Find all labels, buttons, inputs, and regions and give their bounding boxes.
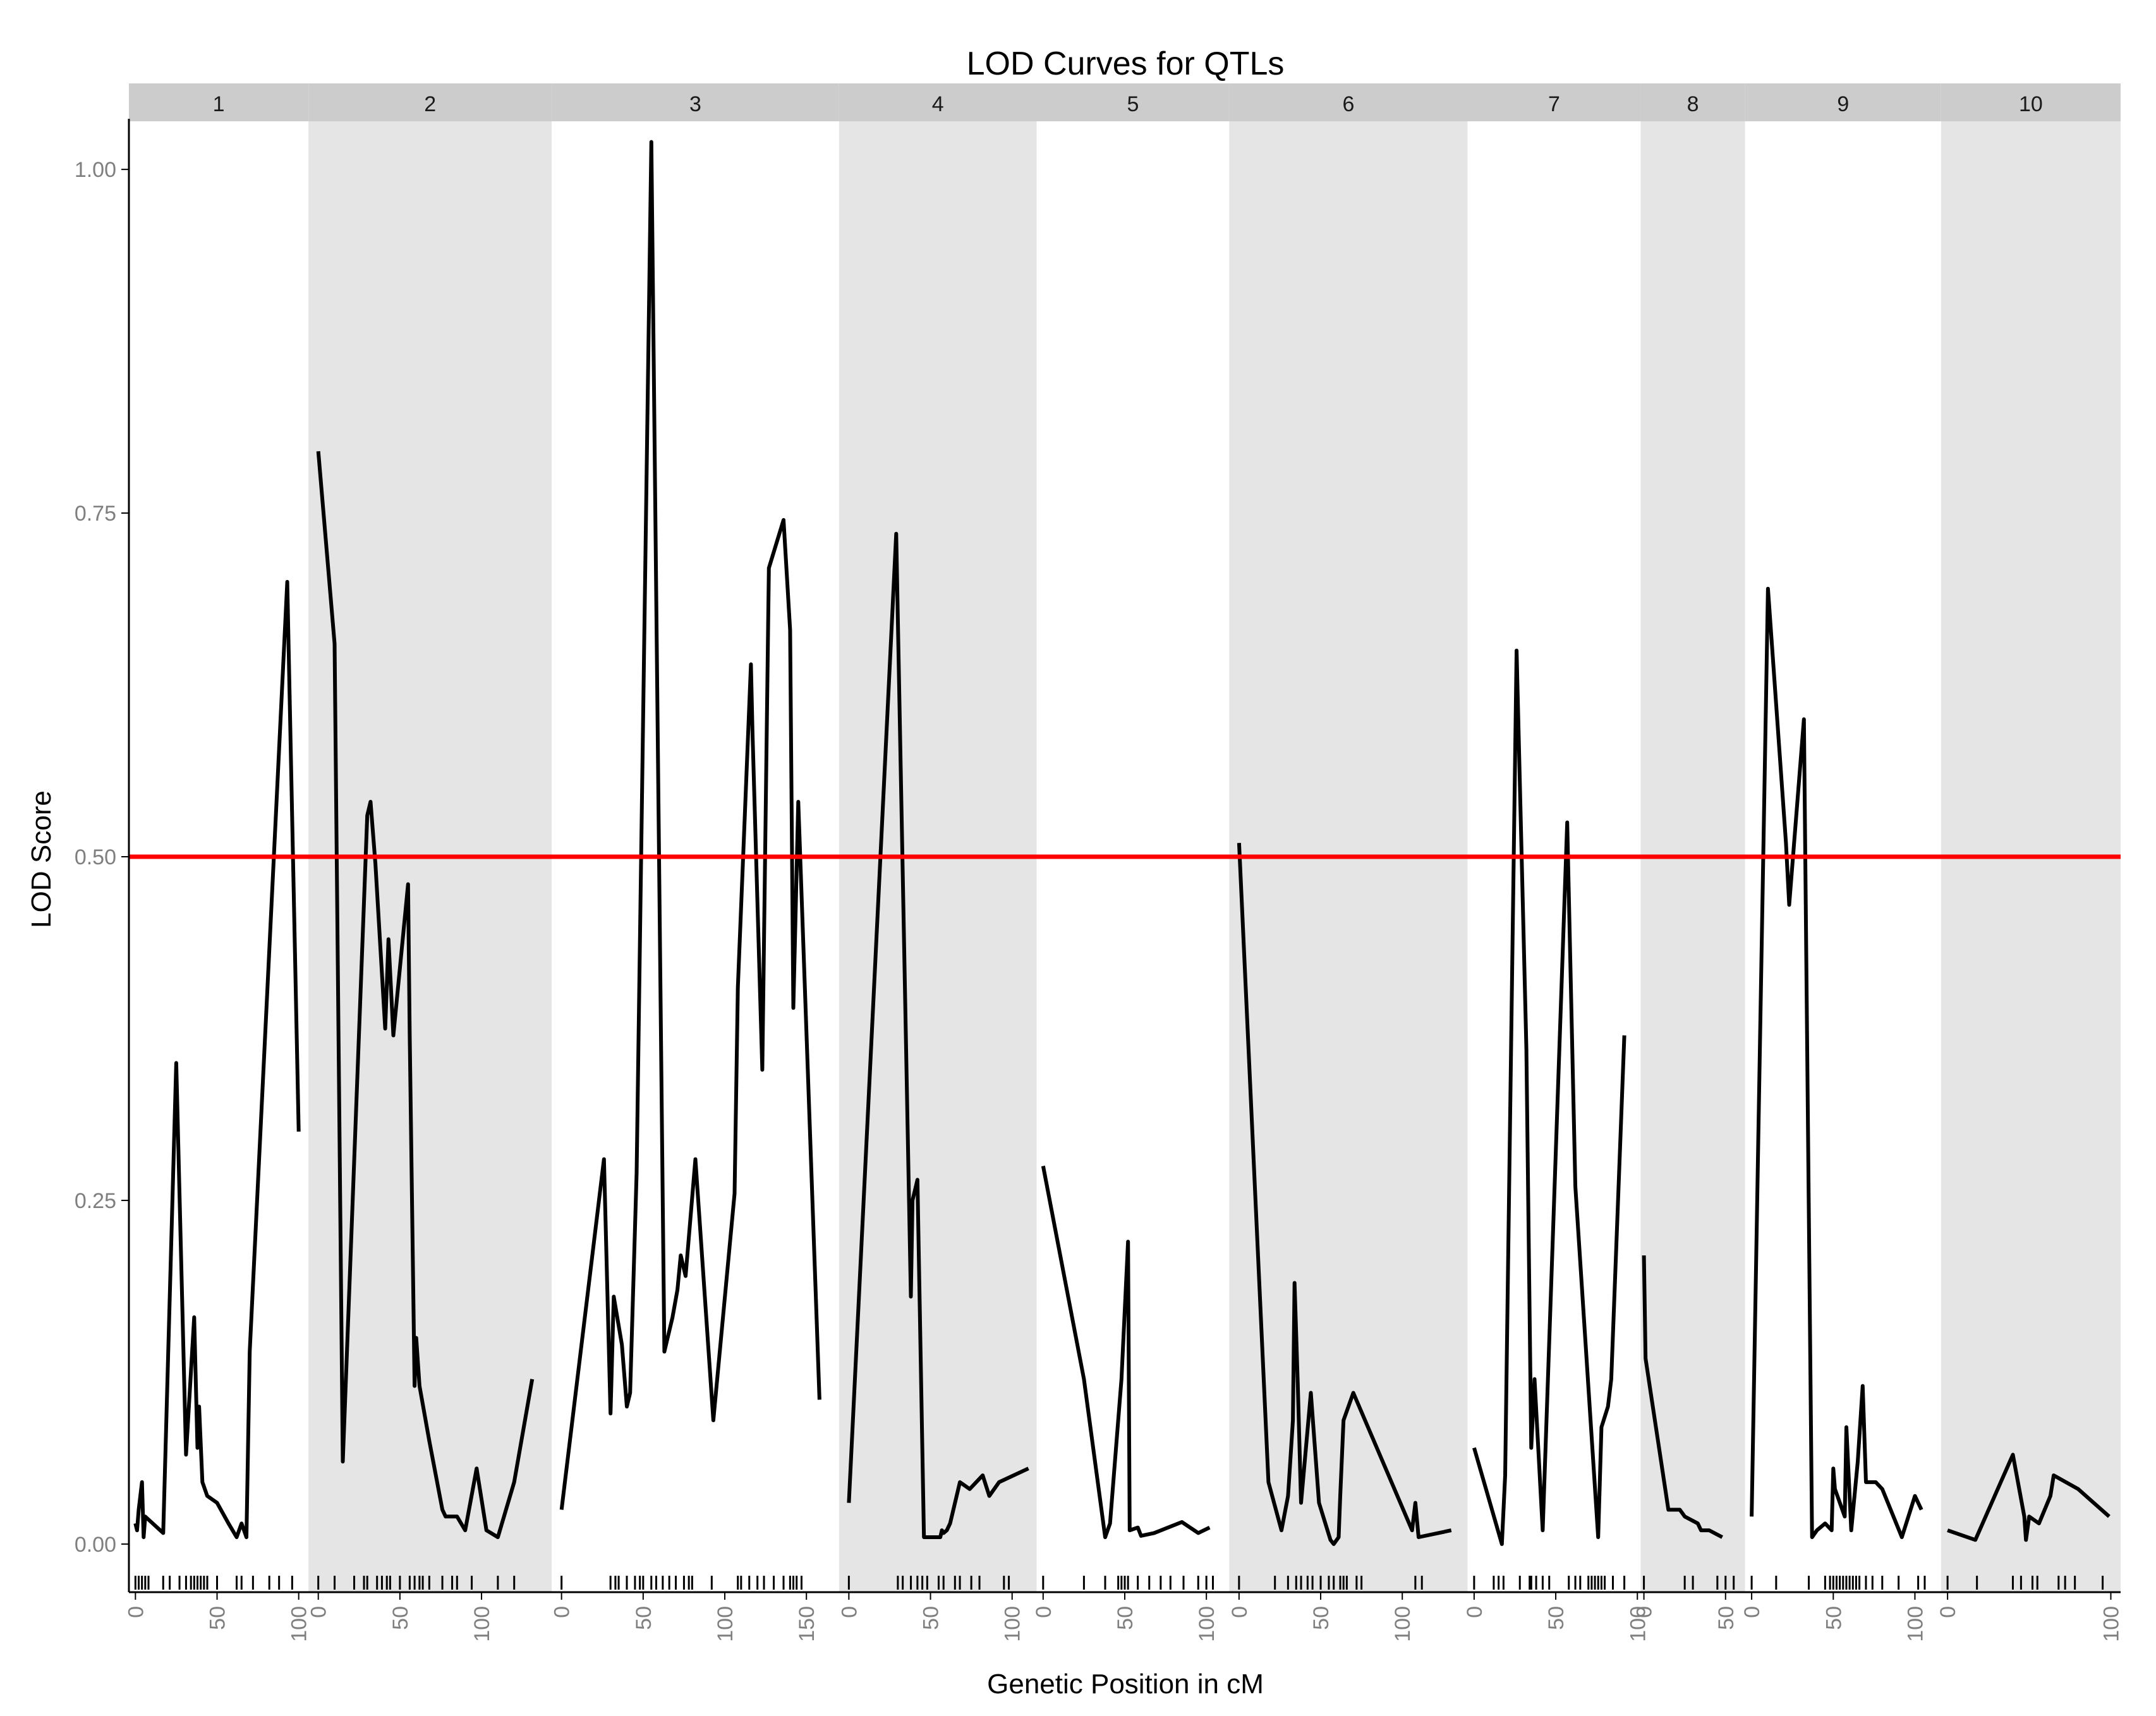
strip-label-chr5: 5 (1127, 92, 1139, 116)
x-tick-label-chr10-0: 0 (1936, 1606, 1960, 1618)
x-tick-label-chr3-0: 0 (550, 1606, 574, 1618)
x-tick-label-chr5-50: 50 (1113, 1606, 1137, 1630)
x-tick-label-chr3-50: 50 (632, 1606, 656, 1630)
chart-title: LOD Curves for QTLs (967, 45, 1285, 82)
x-tick-label-chr7-0: 0 (1463, 1606, 1487, 1618)
y-axis-title: LOD Score (26, 790, 57, 928)
strip-label-chr4: 4 (932, 92, 944, 116)
lod-curve-chr4 (847, 531, 1029, 1539)
x-tick-label-chr2-0: 0 (307, 1606, 331, 1618)
x-tick-label-chr10-100: 100 (2099, 1606, 2123, 1642)
strip-label-chr6: 6 (1342, 92, 1354, 116)
strip-chr2 (308, 83, 552, 121)
strip-chr10 (1941, 83, 2121, 121)
strip-chr1 (129, 83, 309, 121)
x-tick-label-chr5-100: 100 (1195, 1606, 1219, 1642)
lod-curve-chr9 (1750, 586, 1923, 1539)
lod-curve-chr3 (559, 140, 821, 1510)
marker-rug-layer (134, 1576, 2104, 1590)
x-axis-title: Genetic Position in cM (987, 1669, 1264, 1700)
x-tick-label-chr8-0: 0 (1633, 1606, 1657, 1618)
x-tick-label-chr8-50: 50 (1714, 1606, 1738, 1630)
strip-label-chr9: 9 (1837, 92, 1849, 116)
y-tick-label-3: 0.75 (75, 502, 116, 526)
x-tick-label-chr4-100: 100 (1001, 1606, 1025, 1642)
y-tick-label-2: 0.50 (75, 845, 116, 869)
strip-chr5 (1036, 83, 1230, 121)
x-tick-label-chr9-0: 0 (1740, 1606, 1764, 1618)
lod-curve-chr7 (1472, 648, 1626, 1546)
x-tick-label-chr2-100: 100 (470, 1606, 494, 1642)
lod-curve-chr5 (1041, 1165, 1211, 1539)
strip-chr6 (1229, 83, 1468, 121)
x-tick-label-chr7-100: 100 (1626, 1606, 1650, 1642)
strip-label-chr2: 2 (424, 92, 436, 116)
strip-chr8 (1640, 83, 1745, 121)
strip-label-chr3: 3 (689, 92, 701, 116)
x-tick-label-chr6-0: 0 (1228, 1606, 1252, 1618)
x-tick-label-chr7-50: 50 (1544, 1606, 1568, 1630)
strip-label-chr10: 10 (2019, 92, 2043, 116)
x-tick-label-chr1-0: 0 (124, 1606, 148, 1618)
strip-label-chr1: 1 (213, 92, 225, 116)
x-tick-label-chr4-50: 50 (919, 1606, 943, 1630)
strip-chr3 (552, 83, 839, 121)
y-tick-label-0: 0.00 (75, 1533, 116, 1557)
strip-chr4 (839, 83, 1037, 121)
x-tick-label-chr9-100: 100 (1903, 1606, 1927, 1642)
x-tick-label-chr2-50: 50 (389, 1606, 413, 1630)
y-tick-label-1: 0.25 (75, 1189, 116, 1213)
lod-curve-chr6 (1237, 843, 1452, 1546)
x-tick-label-chr3-150: 150 (795, 1606, 819, 1642)
x-tick-label-chr1-100: 100 (288, 1606, 312, 1642)
strip-label-chr8: 8 (1687, 92, 1699, 116)
y-tick-label-4: 1.00 (75, 158, 116, 182)
lod-curve-chr1 (133, 579, 301, 1539)
x-tick-label-chr9-50: 50 (1822, 1606, 1846, 1630)
lod-curve-chr10 (1947, 1453, 2111, 1542)
x-tick-label-chr4-0: 0 (837, 1606, 861, 1618)
strip-chr9 (1745, 83, 1941, 121)
strip-chr7 (1467, 83, 1641, 121)
lod-curve-chr8 (1642, 1255, 1723, 1539)
x-tick-label-chr5-0: 0 (1032, 1606, 1056, 1618)
strip-layer: 1 2 3 4 5 6 7 8 9 10 (129, 83, 2121, 121)
lod-curves-layer (133, 140, 2111, 1546)
x-tick-label-chr6-100: 100 (1391, 1606, 1415, 1642)
strip-label-chr7: 7 (1548, 92, 1560, 116)
x-tick-label-chr1-50: 50 (206, 1606, 230, 1630)
x-tick-label-chr6-50: 50 (1309, 1606, 1333, 1630)
x-tick-label-chr3-100: 100 (713, 1606, 737, 1642)
lod-curve-chr2 (316, 450, 535, 1539)
